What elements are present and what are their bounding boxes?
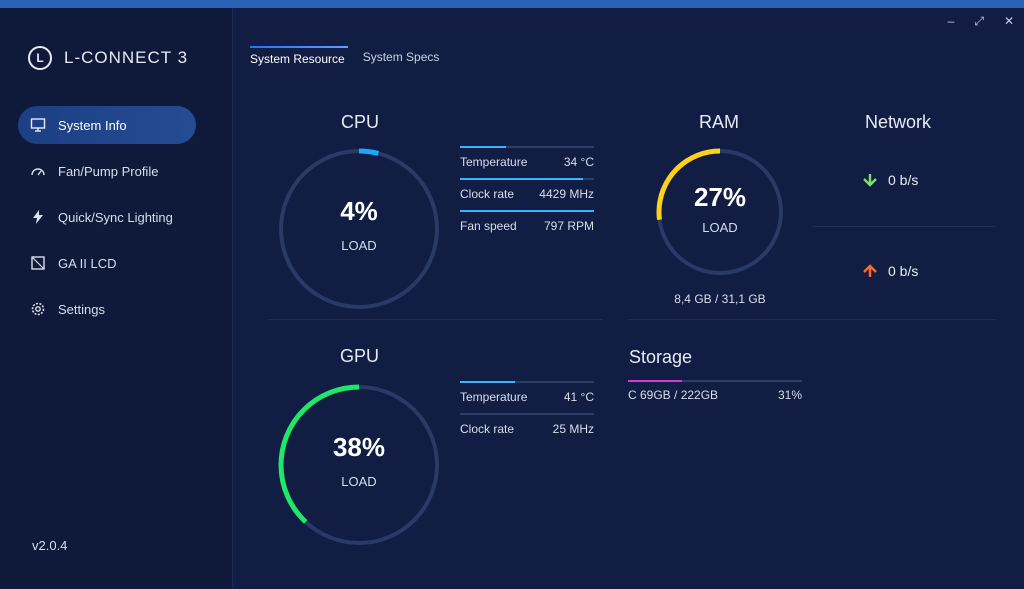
- stat-label: Fan speed: [460, 219, 517, 233]
- stat-label: Clock rate: [460, 422, 515, 436]
- cpu-temperature-stat: Temperature 34 °C: [460, 146, 594, 169]
- ram-gauge: 27% LOAD: [656, 148, 784, 276]
- gpu-clock-bar-track: [460, 413, 594, 415]
- gpu-load-label: LOAD: [341, 474, 377, 489]
- tab-bar: System Resource System Specs: [250, 44, 439, 74]
- app-name: L-CONNECT 3: [64, 48, 189, 67]
- ram-load-label: LOAD: [702, 220, 738, 235]
- restore-button[interactable]: ⤢: [974, 14, 984, 28]
- upload-rate: 0 b/s: [888, 263, 919, 279]
- sidebar-nav: System Info Fan/Pump Profile Quick/Sync …: [18, 106, 196, 336]
- sidebar-item-fan-pump-profile[interactable]: Fan/Pump Profile: [18, 152, 196, 190]
- download-rate: 0 b/s: [888, 172, 919, 188]
- cpu-gauge-arc: [278, 148, 440, 310]
- stat-value: 25 MHz: [552, 422, 594, 436]
- sidebar-item-system-info[interactable]: System Info: [18, 106, 196, 144]
- storage-title: Storage: [629, 347, 693, 367]
- gpu-temperature-stat: Temperature 41 °C: [460, 381, 594, 404]
- cpu-load-label: LOAD: [341, 238, 377, 253]
- cpu-fan-speed-stat: Fan speed 797 RPM: [460, 210, 594, 233]
- upload-arrow-icon: [863, 264, 877, 277]
- cpu-clock-rate-stat: Clock rate 4429 MHz: [460, 178, 594, 201]
- download-arrow-icon: [863, 174, 877, 187]
- sidebar-item-label: GA II LCD: [58, 255, 117, 271]
- cpu-title: CPU: [341, 112, 380, 132]
- tab-system-specs[interactable]: System Specs: [363, 44, 440, 74]
- ram-gauge-arc: [656, 148, 784, 276]
- tab-system-resource[interactable]: System Resource: [250, 44, 348, 74]
- sidebar-item-label: Quick/Sync Lighting: [58, 209, 173, 225]
- app-logo: L L-CONNECT 3: [28, 46, 188, 70]
- sidebar-item-label: Fan/Pump Profile: [58, 163, 159, 179]
- sidebar: L L-CONNECT 3 System Info Fan/Pump Profi…: [0, 8, 233, 589]
- title-bar-strip: [0, 0, 1024, 8]
- monitor-icon: [30, 118, 46, 132]
- sidebar-item-ga-ii-lcd[interactable]: GA II LCD: [18, 244, 196, 282]
- stat-label: Temperature: [460, 155, 528, 169]
- section-divider-left: [268, 319, 602, 320]
- stat-label: Temperature: [460, 390, 528, 404]
- ram-load-percent: 27%: [693, 182, 747, 212]
- window-controls: – ⤢ ✕: [948, 14, 1014, 29]
- storage-drive-c: C 69GB / 222GB 31%: [628, 380, 802, 402]
- network-upload: 0 b/s: [862, 263, 918, 279]
- storage-drive-usage: C 69GB / 222GB: [628, 388, 719, 402]
- minimize-button[interactable]: –: [947, 14, 955, 28]
- tab-label: System Specs: [362, 50, 440, 64]
- close-button[interactable]: ✕: [1003, 14, 1014, 28]
- cpu-gauge: 4% LOAD: [278, 148, 440, 310]
- gauge-icon: [31, 168, 45, 176]
- active-tab-indicator: [250, 46, 348, 48]
- ram-memory-usage: 8,4 GB / 31,1 GB: [674, 292, 766, 306]
- sidebar-item-quick-sync-lighting[interactable]: Quick/Sync Lighting: [18, 198, 196, 236]
- lcd-icon: [31, 256, 45, 270]
- sidebar-item-label: Settings: [58, 301, 105, 317]
- storage-bar-track: [628, 380, 802, 382]
- cpu-gauge-ring: [278, 148, 440, 310]
- ram-gauge-ring: [656, 148, 784, 276]
- cpu-clock-bar-track: [460, 178, 594, 180]
- cpu-load-percent: 4%: [340, 196, 378, 226]
- sidebar-item-label: System Info: [58, 117, 127, 133]
- stat-value: 4429 MHz: [539, 187, 594, 201]
- ram-title: RAM: [699, 112, 739, 132]
- gpu-clock-rate-stat: Clock rate 25 MHz: [460, 413, 594, 436]
- gpu-load-percent: 38%: [332, 432, 386, 462]
- cpu-clock-bar: [460, 178, 584, 180]
- cpu-fan-bar-track: [460, 210, 594, 212]
- gear-icon: [31, 302, 45, 316]
- cpu-fan-bar: [460, 210, 594, 212]
- section-divider-right: [628, 319, 996, 320]
- gpu-temperature-bar-track: [460, 381, 594, 383]
- cpu-temperature-bar: [460, 146, 506, 148]
- gpu-gauge-arc: [278, 384, 440, 546]
- storage-bar: [628, 380, 682, 382]
- lightning-icon: [33, 210, 43, 224]
- tab-label: System Resource: [250, 52, 345, 66]
- cpu-temperature-bar-track: [460, 146, 594, 148]
- network-divider: [812, 226, 996, 227]
- lianli-logo-icon: L: [28, 46, 52, 70]
- gpu-temperature-bar: [460, 381, 515, 383]
- gpu-gauge-ring: [278, 384, 440, 546]
- gpu-gauge: 38% LOAD: [278, 384, 440, 546]
- stat-value: 797 RPM: [543, 219, 594, 233]
- stat-value: 41 °C: [563, 390, 594, 404]
- storage-percent: 31%: [777, 388, 802, 402]
- network-title: Network: [865, 112, 932, 132]
- app-version: v2.0.4: [32, 538, 68, 553]
- sidebar-item-settings[interactable]: Settings: [18, 290, 196, 328]
- gpu-title: GPU: [340, 346, 380, 366]
- stat-value: 34 °C: [563, 155, 594, 169]
- network-download: 0 b/s: [862, 172, 918, 188]
- stat-label: Clock rate: [460, 187, 515, 201]
